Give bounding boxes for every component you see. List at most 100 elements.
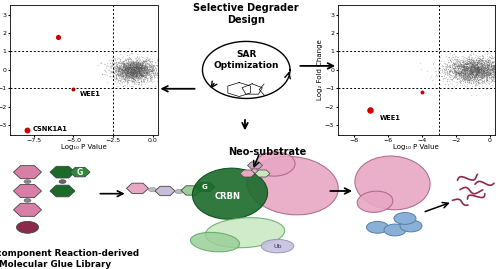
Point xyxy=(492,57,500,62)
Point xyxy=(480,71,488,75)
Point xyxy=(450,71,458,75)
Point xyxy=(492,65,500,70)
Point xyxy=(450,64,458,68)
Point xyxy=(464,62,471,66)
Point xyxy=(154,59,162,63)
Point xyxy=(125,67,133,71)
Point xyxy=(105,58,113,62)
Point xyxy=(475,57,483,62)
Point xyxy=(121,78,129,82)
Point xyxy=(130,67,138,71)
Point xyxy=(468,70,476,74)
Point xyxy=(140,66,148,70)
Point xyxy=(134,65,142,69)
Point xyxy=(135,59,143,63)
Point xyxy=(486,72,494,77)
Point xyxy=(146,67,154,71)
Point xyxy=(130,72,138,76)
Point xyxy=(128,73,136,77)
Point xyxy=(484,71,492,75)
Point xyxy=(452,61,460,65)
Point xyxy=(470,62,478,66)
Point xyxy=(480,58,488,62)
Point xyxy=(493,73,500,77)
Point xyxy=(463,66,471,70)
Point xyxy=(486,69,494,73)
Point xyxy=(122,72,130,77)
Point xyxy=(468,73,475,77)
Point xyxy=(124,84,132,88)
Point xyxy=(468,66,475,70)
Point xyxy=(474,67,482,71)
Point xyxy=(114,60,122,65)
Point xyxy=(135,64,143,68)
Point xyxy=(138,67,145,71)
Point xyxy=(113,63,121,68)
Point xyxy=(442,66,450,70)
Point xyxy=(476,72,484,76)
Point xyxy=(469,70,477,75)
Point xyxy=(124,57,132,61)
Point xyxy=(490,72,498,77)
Point xyxy=(462,64,470,68)
Circle shape xyxy=(24,199,31,202)
Point xyxy=(464,66,472,70)
Point xyxy=(470,70,478,75)
Point xyxy=(463,67,471,72)
Point xyxy=(124,63,132,67)
Point xyxy=(143,68,151,72)
Point xyxy=(140,66,147,70)
Point xyxy=(109,65,117,69)
Point xyxy=(473,75,481,79)
Point xyxy=(116,72,124,76)
Point xyxy=(112,65,120,70)
Point xyxy=(122,72,130,76)
Point xyxy=(460,64,468,68)
Point xyxy=(473,71,481,76)
Point xyxy=(108,63,116,67)
Point xyxy=(467,73,475,77)
Point xyxy=(117,63,125,68)
Point xyxy=(454,67,462,71)
Point xyxy=(446,68,454,72)
Point xyxy=(468,77,475,82)
Point xyxy=(145,66,153,71)
Point xyxy=(438,66,446,71)
Point xyxy=(465,78,473,83)
Point xyxy=(124,71,132,75)
Point xyxy=(461,70,469,75)
Point xyxy=(122,70,130,74)
Point xyxy=(480,66,488,70)
Point xyxy=(129,68,137,72)
Point xyxy=(459,62,467,66)
Point xyxy=(120,73,128,77)
Point xyxy=(123,73,131,77)
Point xyxy=(120,62,128,66)
Point xyxy=(141,64,149,69)
Point xyxy=(125,74,133,78)
Point xyxy=(470,67,478,71)
Point xyxy=(476,69,484,73)
Point xyxy=(498,75,500,79)
Point xyxy=(460,74,468,78)
Point xyxy=(134,66,141,70)
Point xyxy=(478,53,486,57)
Point xyxy=(137,69,145,73)
Point xyxy=(123,78,131,82)
Point xyxy=(172,59,180,63)
Point xyxy=(457,58,465,63)
Point xyxy=(485,61,493,65)
Point xyxy=(482,66,490,71)
Point xyxy=(470,72,478,76)
Point xyxy=(133,58,141,62)
Point xyxy=(480,62,488,67)
Point xyxy=(438,63,446,67)
Point xyxy=(456,73,464,77)
Point xyxy=(130,73,138,77)
Point xyxy=(480,58,488,62)
Point xyxy=(150,64,158,68)
Point xyxy=(122,76,130,80)
Point xyxy=(468,63,476,68)
Point xyxy=(450,57,458,61)
Point xyxy=(136,66,144,70)
